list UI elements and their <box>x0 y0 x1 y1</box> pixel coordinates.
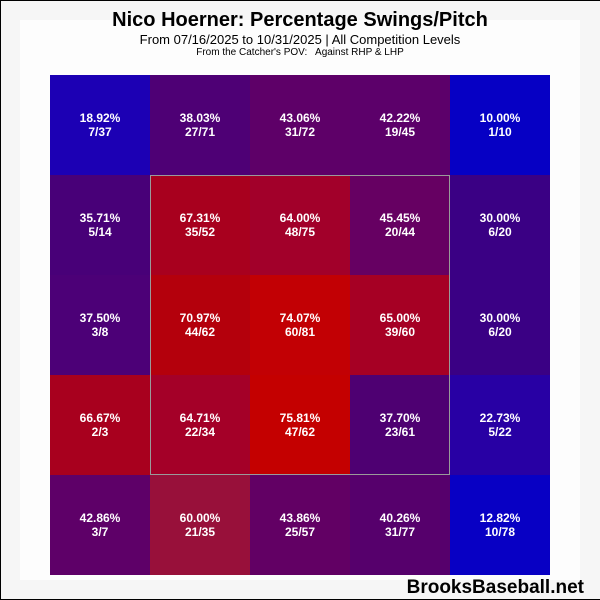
cell-percentage: 37.70% <box>379 411 421 425</box>
cell-count: 6/20 <box>488 225 512 239</box>
cell-count: 5/22 <box>488 425 512 439</box>
cell-count: 44/62 <box>184 325 216 339</box>
heatmap-cell: 75.81% 47/62 <box>250 375 350 475</box>
heatmap-cell: 18.92% 7/37 <box>50 75 150 175</box>
heatmap-cell: 40.26% 31/77 <box>350 475 450 575</box>
heatmap-cell: 74.07% 60/81 <box>250 275 350 375</box>
cell-percentage: 75.81% <box>279 411 321 425</box>
cell-percentage: 43.86% <box>279 511 321 525</box>
heatmap-grid: 18.92% 7/37 38.03% 27/71 43.06% 31/72 42.22% 19… <box>50 75 550 575</box>
cell-percentage: 22.73% <box>479 411 521 425</box>
heatmap-cell: 38.03% 27/71 <box>150 75 250 175</box>
cell-percentage: 38.03% <box>179 111 221 125</box>
cell-percentage: 30.00% <box>479 211 521 225</box>
heatmap-cell: 64.71% 22/34 <box>150 375 250 475</box>
cell-count: 23/61 <box>384 425 416 439</box>
cell-percentage: 45.45% <box>379 211 421 225</box>
heatmap-cell: 43.06% 31/72 <box>250 75 350 175</box>
cell-count: 19/45 <box>384 125 416 139</box>
cell-count: 3/8 <box>91 325 109 339</box>
cell-count: 6/20 <box>488 325 512 339</box>
cell-count: 39/60 <box>384 325 416 339</box>
cell-count: 7/37 <box>88 125 112 139</box>
cell-count: 2/3 <box>91 425 109 439</box>
brand-watermark: BrooksBaseball.net <box>406 577 584 598</box>
cell-percentage: 10.00% <box>479 111 521 125</box>
heatmap-cell: 64.00% 48/75 <box>250 175 350 275</box>
heatmap-cell: 66.67% 2/3 <box>50 375 150 475</box>
chart-pov-note: From the Catcher's POV: Against RHP & LH… <box>196 47 404 58</box>
cell-count: 21/35 <box>184 525 216 539</box>
cell-percentage: 40.26% <box>379 511 421 525</box>
cell-percentage: 35.71% <box>79 211 121 225</box>
cell-count: 35/52 <box>184 225 216 239</box>
heatmap-cell: 22.73% 5/22 <box>450 375 550 475</box>
cell-count: 27/71 <box>184 125 216 139</box>
cell-percentage: 64.71% <box>179 411 221 425</box>
cell-count: 1/10 <box>488 125 512 139</box>
heatmap-cell: 42.86% 3/7 <box>50 475 150 575</box>
cell-percentage: 18.92% <box>79 111 121 125</box>
cell-count: 5/14 <box>88 225 112 239</box>
cell-count: 22/34 <box>184 425 216 439</box>
cell-count: 31/77 <box>384 525 416 539</box>
cell-count: 31/72 <box>284 125 316 139</box>
heatmap-cell: 65.00% 39/60 <box>350 275 450 375</box>
cell-percentage: 74.07% <box>279 311 321 325</box>
heatmap-cell: 67.31% 35/52 <box>150 175 250 275</box>
cell-count: 60/81 <box>284 325 316 339</box>
cell-count: 3/7 <box>91 525 109 539</box>
heatmap-cell: 42.22% 19/45 <box>350 75 450 175</box>
cell-count: 47/62 <box>284 425 316 439</box>
cell-percentage: 66.67% <box>79 411 121 425</box>
heatmap-cell: 70.97% 44/62 <box>150 275 250 375</box>
cell-count: 20/44 <box>384 225 416 239</box>
cell-percentage: 65.00% <box>379 311 421 325</box>
cell-percentage: 42.86% <box>79 511 121 525</box>
cell-count: 48/75 <box>284 225 316 239</box>
cell-percentage: 67.31% <box>179 211 221 225</box>
heatmap-cell: 30.00% 6/20 <box>450 175 550 275</box>
cell-percentage: 30.00% <box>479 311 521 325</box>
cell-percentage: 37.50% <box>79 311 121 325</box>
heatmap-cell: 37.70% 23/61 <box>350 375 450 475</box>
chart-subtitle: From 07/16/2025 to 10/31/2025 | All Comp… <box>139 32 461 47</box>
cell-percentage: 42.22% <box>379 111 421 125</box>
heatmap-cell: 37.50% 3/8 <box>50 275 150 375</box>
heatmap-cell: 12.82% 10/78 <box>450 475 550 575</box>
cell-percentage: 60.00% <box>179 511 221 525</box>
heatmap-cell: 10.00% 1/10 <box>450 75 550 175</box>
cell-percentage: 70.97% <box>179 311 221 325</box>
heatmap-cell: 45.45% 20/44 <box>350 175 450 275</box>
heatmap-cell: 35.71% 5/14 <box>50 175 150 275</box>
cell-percentage: 64.00% <box>279 211 321 225</box>
cell-count: 10/78 <box>484 525 516 539</box>
heatmap-cell: 60.00% 21/35 <box>150 475 250 575</box>
cell-percentage: 12.82% <box>479 511 521 525</box>
heatmap-cell: 43.86% 25/57 <box>250 475 350 575</box>
cell-count: 25/57 <box>284 525 316 539</box>
heatmap-cell: 30.00% 6/20 <box>450 275 550 375</box>
chart-title: Nico Hoerner: Percentage Swings/Pitch <box>112 9 488 31</box>
cell-percentage: 43.06% <box>279 111 321 125</box>
